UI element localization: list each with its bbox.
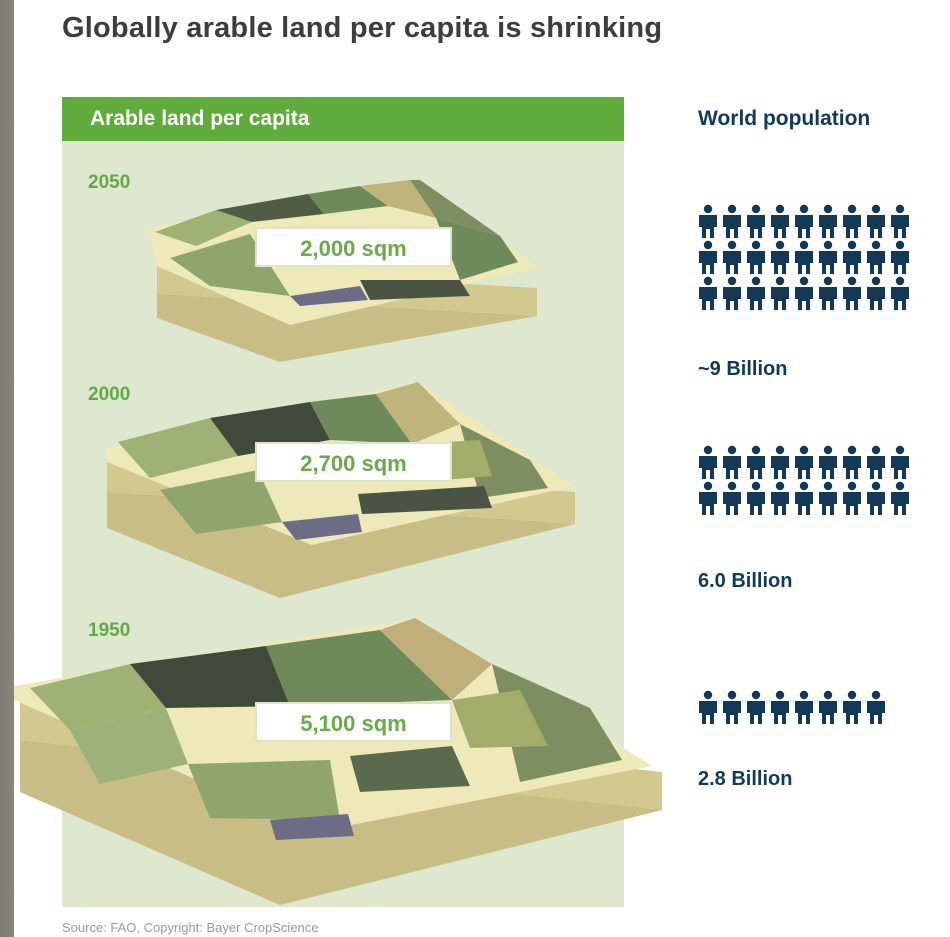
person-icon	[723, 445, 741, 479]
person-icon	[771, 240, 789, 274]
person-icon	[795, 276, 813, 310]
person-icon	[819, 445, 837, 479]
person-icon	[891, 276, 909, 310]
panel-header: Arable land per capita	[62, 97, 624, 141]
person-icon	[723, 481, 741, 515]
population-label-1950: 2.8 Billion	[698, 768, 793, 790]
person-icon	[747, 204, 765, 238]
person-icon	[867, 445, 885, 479]
person-icon	[819, 481, 837, 515]
person-icon	[867, 690, 885, 724]
year-label-1950: 1950	[88, 620, 131, 641]
person-icon	[699, 204, 717, 238]
person-icon	[699, 481, 717, 515]
population-header: World population	[698, 107, 871, 130]
person-icon	[819, 690, 837, 724]
area-value-1950: 5,100 sqm	[255, 702, 452, 742]
person-icon	[795, 481, 813, 515]
population-label-2050: ~9 Billion	[698, 358, 788, 380]
person-icon	[747, 276, 765, 310]
year-label-2050: 2050	[88, 172, 131, 193]
person-icon	[747, 481, 765, 515]
person-icon	[723, 204, 741, 238]
person-icon	[795, 690, 813, 724]
slide-title: Globally arable land per capita is shrin…	[62, 12, 663, 44]
person-icon	[771, 276, 789, 310]
person-icon	[867, 481, 885, 515]
person-icon	[891, 481, 909, 515]
source-note: Source: FAO, Copyright: Bayer CropScienc…	[62, 920, 319, 935]
person-icon	[699, 240, 717, 274]
person-icon	[891, 204, 909, 238]
year-label-2000: 2000	[88, 384, 131, 405]
person-icon	[699, 445, 717, 479]
person-icon	[771, 690, 789, 724]
person-icon	[747, 690, 765, 724]
person-icon	[747, 445, 765, 479]
person-icon	[795, 240, 813, 274]
person-icon	[819, 240, 837, 274]
person-icon	[843, 204, 861, 238]
person-icon	[819, 276, 837, 310]
person-icon	[843, 690, 861, 724]
person-icon	[819, 204, 837, 238]
person-icon	[795, 445, 813, 479]
person-icon	[891, 445, 909, 479]
person-icon	[771, 481, 789, 515]
person-icon	[699, 690, 717, 724]
person-icon	[867, 240, 885, 274]
area-value-2000: 2,700 sqm	[255, 442, 452, 482]
person-icon	[699, 276, 717, 310]
person-icon	[843, 481, 861, 515]
person-icon	[867, 204, 885, 238]
population-label-2000: 6.0 Billion	[698, 570, 793, 592]
person-icon	[843, 445, 861, 479]
person-icon	[867, 276, 885, 310]
person-icon	[795, 204, 813, 238]
person-icon	[723, 240, 741, 274]
area-value-2050: 2,000 sqm	[255, 227, 452, 267]
person-icon	[771, 204, 789, 238]
person-icon	[723, 276, 741, 310]
person-icon	[843, 276, 861, 310]
person-icon	[771, 445, 789, 479]
person-icon	[843, 240, 861, 274]
person-icon	[723, 690, 741, 724]
person-icon	[891, 240, 909, 274]
person-icon	[747, 240, 765, 274]
